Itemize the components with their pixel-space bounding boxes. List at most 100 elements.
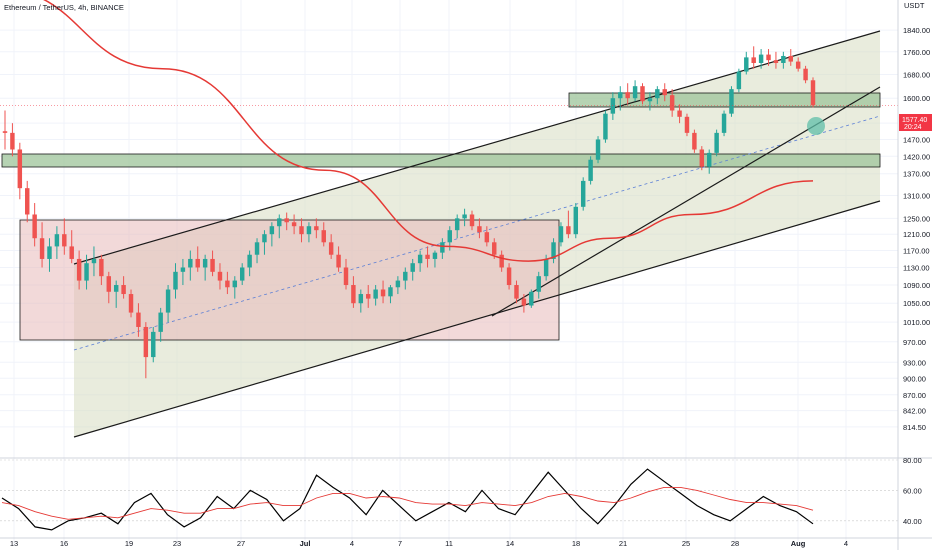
candle-body	[425, 254, 430, 259]
candle-body	[239, 267, 245, 281]
price-badge-countdown: 20:24	[904, 124, 922, 131]
candle-body	[655, 89, 660, 99]
y-tick-label: 1600.00	[903, 94, 930, 103]
candle-body	[469, 214, 475, 227]
candle-body	[366, 294, 371, 299]
candle-body	[395, 280, 401, 288]
candle-body	[788, 55, 793, 62]
candle-body	[618, 92, 623, 99]
y-tick-label: 1370.00	[903, 170, 930, 179]
candle-body	[62, 234, 67, 247]
candle-body	[736, 71, 742, 90]
candle-body	[247, 254, 252, 268]
candle-body	[17, 149, 23, 189]
candle-body	[10, 132, 15, 150]
y-tick-label: 930.00	[903, 358, 926, 367]
x-tick-label: 16	[60, 539, 68, 548]
candle-body	[380, 289, 386, 297]
candle-body	[417, 254, 423, 264]
candle-body	[447, 230, 452, 243]
x-tick-label: 23	[173, 539, 181, 548]
currency-label: USDT	[904, 1, 925, 10]
y-tick-label: 1050.00	[903, 299, 930, 308]
candle-body	[603, 113, 608, 140]
candle-body	[773, 60, 779, 64]
candle-body	[358, 294, 364, 304]
candle-body	[113, 285, 119, 292]
candle-body	[440, 242, 445, 253]
indicator-lines	[0, 0, 898, 262]
candle-body	[551, 242, 556, 259]
candle-body	[744, 57, 749, 72]
candle-body	[202, 258, 208, 268]
x-tick-label: 19	[125, 539, 133, 548]
candle-body	[254, 242, 260, 255]
channel-lower-line	[73, 200, 881, 438]
price-badge	[899, 114, 932, 131]
candle-body	[32, 214, 37, 239]
y-tick-label: 1170.00	[903, 247, 930, 256]
x-tick-label: Jul	[300, 539, 311, 548]
candle-body	[566, 226, 571, 235]
candle-body	[25, 188, 30, 215]
x-tick-label: 21	[619, 539, 627, 548]
candle-body	[217, 271, 223, 281]
candle-body	[588, 159, 593, 181]
candle-body	[721, 113, 727, 133]
candle-body	[766, 54, 771, 61]
price-marker	[807, 117, 825, 135]
candle-body	[803, 68, 808, 81]
candle-body	[373, 289, 378, 299]
rsi-line	[1, 468, 814, 531]
candle-body	[536, 276, 541, 292]
candle-body	[69, 246, 74, 259]
candle-body	[225, 280, 230, 288]
x-tick-label: 25	[682, 539, 690, 548]
candle-body	[506, 267, 512, 286]
candle-body	[729, 89, 734, 114]
drawing-overlays	[1, 30, 881, 438]
rsi-tick-label: 80.00	[903, 456, 922, 465]
candle-body	[128, 294, 134, 313]
candle-body	[751, 57, 756, 64]
candle-body	[151, 331, 156, 358]
candle-body	[343, 267, 349, 286]
candle-body	[299, 226, 304, 235]
candle-body	[291, 222, 297, 227]
candle-body	[758, 54, 764, 64]
candle-body	[173, 271, 178, 290]
candle-body	[492, 242, 497, 255]
candle-body	[188, 258, 193, 268]
support-zone	[1, 153, 881, 168]
x-tick-label: 27	[237, 539, 245, 548]
candle-body	[76, 258, 82, 281]
candle-body	[432, 252, 438, 259]
symbol-title: Ethereum / TetherUS, 4h, BINANCE	[4, 3, 124, 12]
candle-body	[143, 326, 149, 358]
candle-body	[781, 55, 786, 64]
y-tick-label: 1310.00	[903, 192, 930, 201]
candle-body	[99, 258, 104, 277]
candle-body	[810, 80, 816, 106]
candle-body	[692, 132, 697, 150]
candle-body	[277, 218, 282, 227]
candle-body	[388, 287, 393, 297]
candle-body	[662, 89, 667, 96]
ema-line	[42, 0, 814, 262]
candle-body	[158, 312, 163, 332]
candle-body	[106, 276, 112, 292]
candle-body	[499, 254, 504, 268]
y-tick-label: 1470.00	[903, 135, 930, 144]
candle-body	[795, 61, 801, 69]
candle-body	[521, 298, 527, 306]
candle-body	[180, 267, 186, 272]
candle-body	[121, 285, 126, 295]
candle-body	[54, 234, 60, 247]
candle-body	[403, 271, 408, 281]
candles	[2, 46, 816, 379]
y-tick-label: 970.00	[903, 338, 926, 347]
candle-body	[165, 289, 171, 313]
candle-body	[484, 232, 490, 243]
